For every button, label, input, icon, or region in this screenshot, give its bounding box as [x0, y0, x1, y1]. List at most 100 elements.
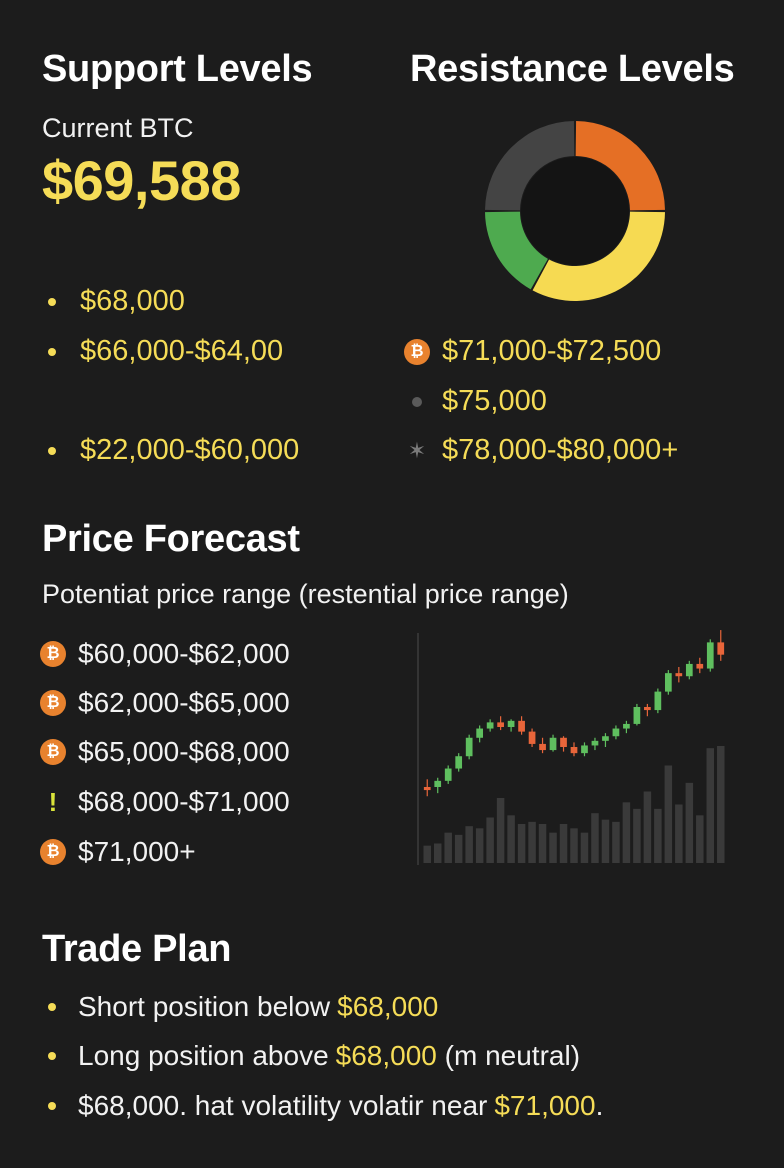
candle-body	[696, 663, 704, 669]
volume-bar	[696, 815, 704, 863]
bullet-dot-icon	[48, 297, 56, 306]
support-level-value: $66,000-$64,00	[80, 335, 284, 367]
candle-body	[476, 728, 484, 738]
volume-bar	[433, 843, 442, 863]
candle-body	[623, 723, 630, 729]
forecast-range-value: $60,000-$62,000	[78, 638, 290, 669]
volume-bar	[570, 828, 578, 863]
support-title: Support Levels	[42, 48, 313, 90]
volume-bar	[643, 791, 652, 863]
forecast-range-item: ₿ $71,000+	[40, 836, 196, 868]
candle-body	[518, 720, 525, 732]
trade-plan-title: Trade Plan	[42, 928, 232, 970]
trade-plan-tail: (m neutral)	[436, 1040, 581, 1071]
volume-bar	[717, 746, 725, 863]
bullet-dot-icon	[48, 446, 56, 455]
trade-plan-item: $68,000. hat volatility volatir near $71…	[42, 1090, 603, 1122]
forecast-range-item: ! $68,000-$71,000	[40, 786, 290, 818]
volume-bar	[423, 845, 431, 863]
bitcoin-icon: ₿	[404, 338, 430, 365]
resistance-level-item: ₿ $71,000-$72,500	[404, 335, 661, 368]
bitcoin-icon: ₿	[40, 739, 66, 765]
donut-hole	[521, 157, 629, 265]
donut-slice	[485, 121, 575, 211]
trade-plan-item: Short position below $68,000	[42, 991, 438, 1023]
candle-body	[654, 691, 662, 711]
resistance-level-value: $75,000	[442, 385, 547, 417]
volume-bar	[486, 817, 494, 863]
candle-body	[685, 663, 693, 677]
resistance-level-value: $78,000-$80,000+	[442, 434, 679, 466]
candle-body	[486, 722, 494, 729]
volume-bar	[517, 824, 526, 863]
candle-body	[549, 737, 557, 751]
resistance-level-item: ✶ $78,000-$80,000+	[404, 434, 678, 467]
volume-bar	[528, 821, 536, 863]
volume-bar	[454, 834, 463, 863]
trade-plan-highlight: $68,000	[335, 1040, 437, 1071]
volume-bar	[559, 824, 568, 863]
candle-body	[591, 740, 599, 746]
volume-bar	[580, 832, 589, 863]
donut-slice	[532, 211, 665, 301]
trade-plan-text: Short position below	[78, 991, 331, 1022]
volume-bar	[444, 832, 452, 863]
current-btc-price: $69,588	[42, 149, 241, 212]
candle-body	[444, 768, 452, 781]
resistance-level-value: $71,000-$72,500	[442, 335, 662, 367]
forecast-range-item: ₿ $60,000-$62,000	[40, 638, 290, 670]
candle-body	[664, 673, 672, 692]
bitcoin-icon: ₿	[40, 839, 66, 865]
support-level-value: $22,000-$60,000	[80, 434, 300, 466]
candle-body	[507, 720, 515, 727]
candle-body	[602, 736, 609, 741]
gray-dot-icon	[412, 396, 422, 407]
donut-slice	[485, 211, 548, 290]
volume-bar	[654, 808, 662, 863]
forecast-range-value: $65,000-$68,000	[78, 736, 290, 767]
trade-plan-tail: .	[595, 1090, 604, 1121]
volume-bar	[591, 813, 599, 863]
volume-bar	[475, 828, 484, 863]
forecast-subtitle: Potentiat price range (restential price …	[42, 579, 569, 609]
volume-bar	[633, 808, 641, 863]
star-icon: ✶	[407, 437, 427, 463]
candle-body	[455, 756, 463, 769]
candle-body	[434, 780, 442, 787]
volume-bar	[549, 832, 557, 863]
forecast-title: Price Forecast	[42, 518, 300, 560]
volume-bar	[706, 748, 715, 863]
candle-body	[644, 707, 651, 711]
volume-bar	[622, 802, 631, 863]
bullet-dot-icon	[48, 1102, 56, 1110]
forecast-range-item: ₿ $65,000-$68,000	[40, 736, 290, 768]
exclamation-icon: !	[48, 786, 58, 817]
candle-body	[560, 737, 567, 747]
bitcoin-icon: ₿	[40, 641, 66, 667]
candle-body	[612, 728, 620, 737]
resistance-title: Resistance Levels	[410, 48, 735, 90]
current-btc-label: Current BTC	[42, 113, 194, 143]
donut-slice	[575, 121, 665, 211]
volume-bar	[664, 765, 673, 863]
trade-plan-item: Long position above $68,000 (m neutral)	[42, 1040, 580, 1072]
candle-body	[423, 787, 431, 791]
candle-body	[528, 731, 536, 744]
volume-bar	[675, 804, 683, 863]
volume-bar	[612, 821, 620, 863]
resistance-donut-chart	[485, 121, 665, 301]
support-level-item: $22,000-$60,000	[42, 434, 299, 467]
volume-bar	[538, 824, 547, 863]
candle-body	[717, 642, 725, 655]
resistance-level-item: $75,000	[404, 385, 547, 418]
support-level-item: $66,000-$64,00	[42, 335, 283, 368]
volume-bar	[507, 815, 515, 863]
candle-body	[497, 722, 504, 727]
trade-plan-highlight: $68,000	[337, 991, 439, 1022]
forecast-range-value: $71,000+	[78, 836, 196, 867]
bullet-dot-icon	[48, 1052, 56, 1060]
forecast-range-value: $62,000-$65,000	[78, 687, 290, 718]
support-level-value: $68,000	[80, 285, 185, 317]
candle-body	[633, 707, 641, 724]
volume-bar	[601, 819, 610, 863]
